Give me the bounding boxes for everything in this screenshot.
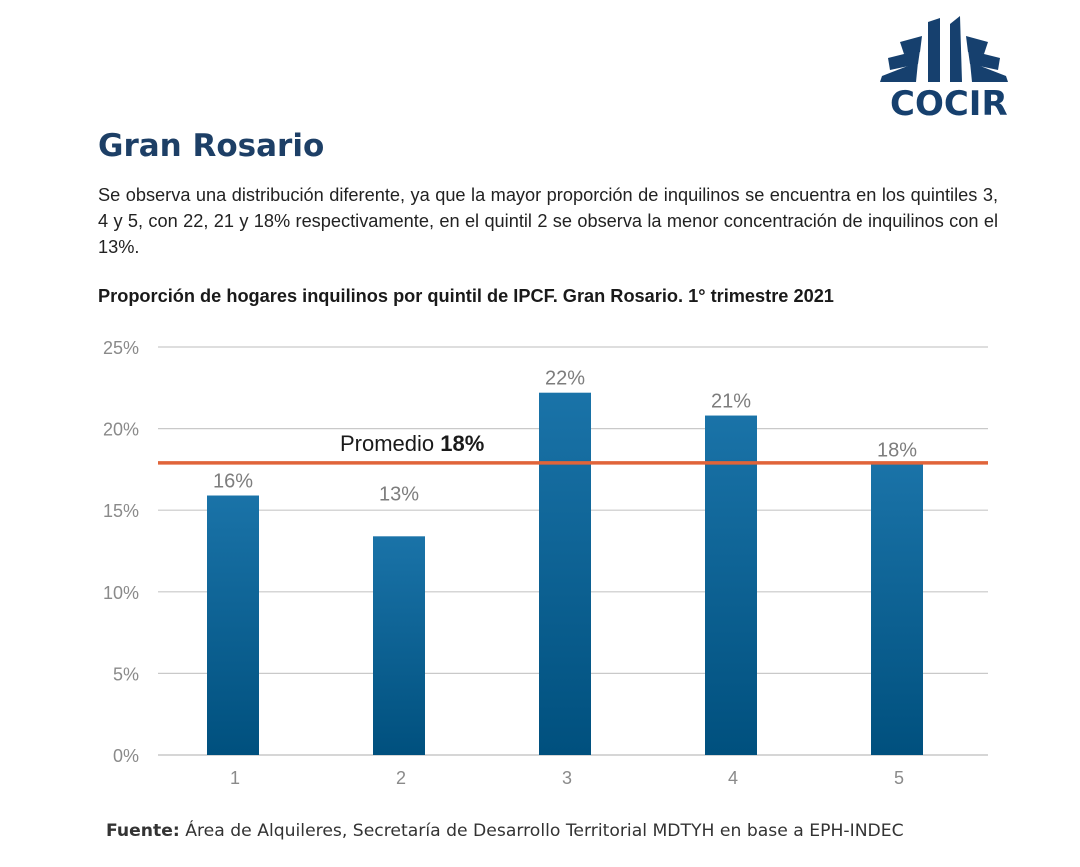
data-label: 16% [213, 471, 253, 493]
x-tick-label: 2 [396, 768, 406, 788]
bar-quintil-2 [373, 536, 425, 755]
average-label-value: 18% [440, 431, 484, 456]
bar-quintil-3 [539, 392, 591, 755]
data-label: 18% [877, 440, 917, 462]
y-tick-label: 15% [103, 501, 139, 521]
source-text: Área de Alquileres, Secretaría de Desarr… [179, 821, 904, 841]
data-label: 22% [545, 368, 585, 390]
source-prefix: Fuente: [106, 821, 180, 841]
data-label: 21% [711, 391, 751, 413]
chart-title: Proporción de hogares inquilinos por qui… [98, 286, 834, 306]
bar-chart: 0% 5% 10% 15% 20% 25% 16% 1 13% 2 22% 3 21% 4 18% 5 Pr… [103, 338, 988, 788]
cocir-building-icon [880, 16, 1008, 82]
x-tick-label: 1 [230, 768, 240, 788]
data-label: 13% [379, 483, 419, 505]
bar-quintil-4 [705, 415, 757, 755]
y-tick-label: 0% [113, 746, 139, 766]
x-tick-label: 5 [894, 768, 904, 788]
logo-wordmark: COCIR [890, 84, 1008, 124]
y-tick-label: 20% [103, 420, 139, 440]
page-title: Gran Rosario [98, 128, 325, 164]
average-label: Promedio 18% [340, 431, 484, 456]
bar-quintil-1 [207, 495, 259, 755]
cocir-logo: COCIR [878, 14, 1010, 126]
x-tick-label: 3 [562, 768, 572, 788]
x-tick-label: 4 [728, 768, 738, 788]
y-tick-label: 10% [103, 583, 139, 603]
y-tick-label: 5% [113, 664, 139, 684]
intro-paragraph: Se observa una distribución diferente, y… [98, 185, 998, 257]
y-tick-label: 25% [103, 338, 139, 358]
source-note: Fuente: Área de Alquileres, Secretaría d… [106, 818, 904, 844]
average-label-prefix: Promedio [340, 431, 440, 456]
bar-quintil-5 [871, 464, 923, 755]
